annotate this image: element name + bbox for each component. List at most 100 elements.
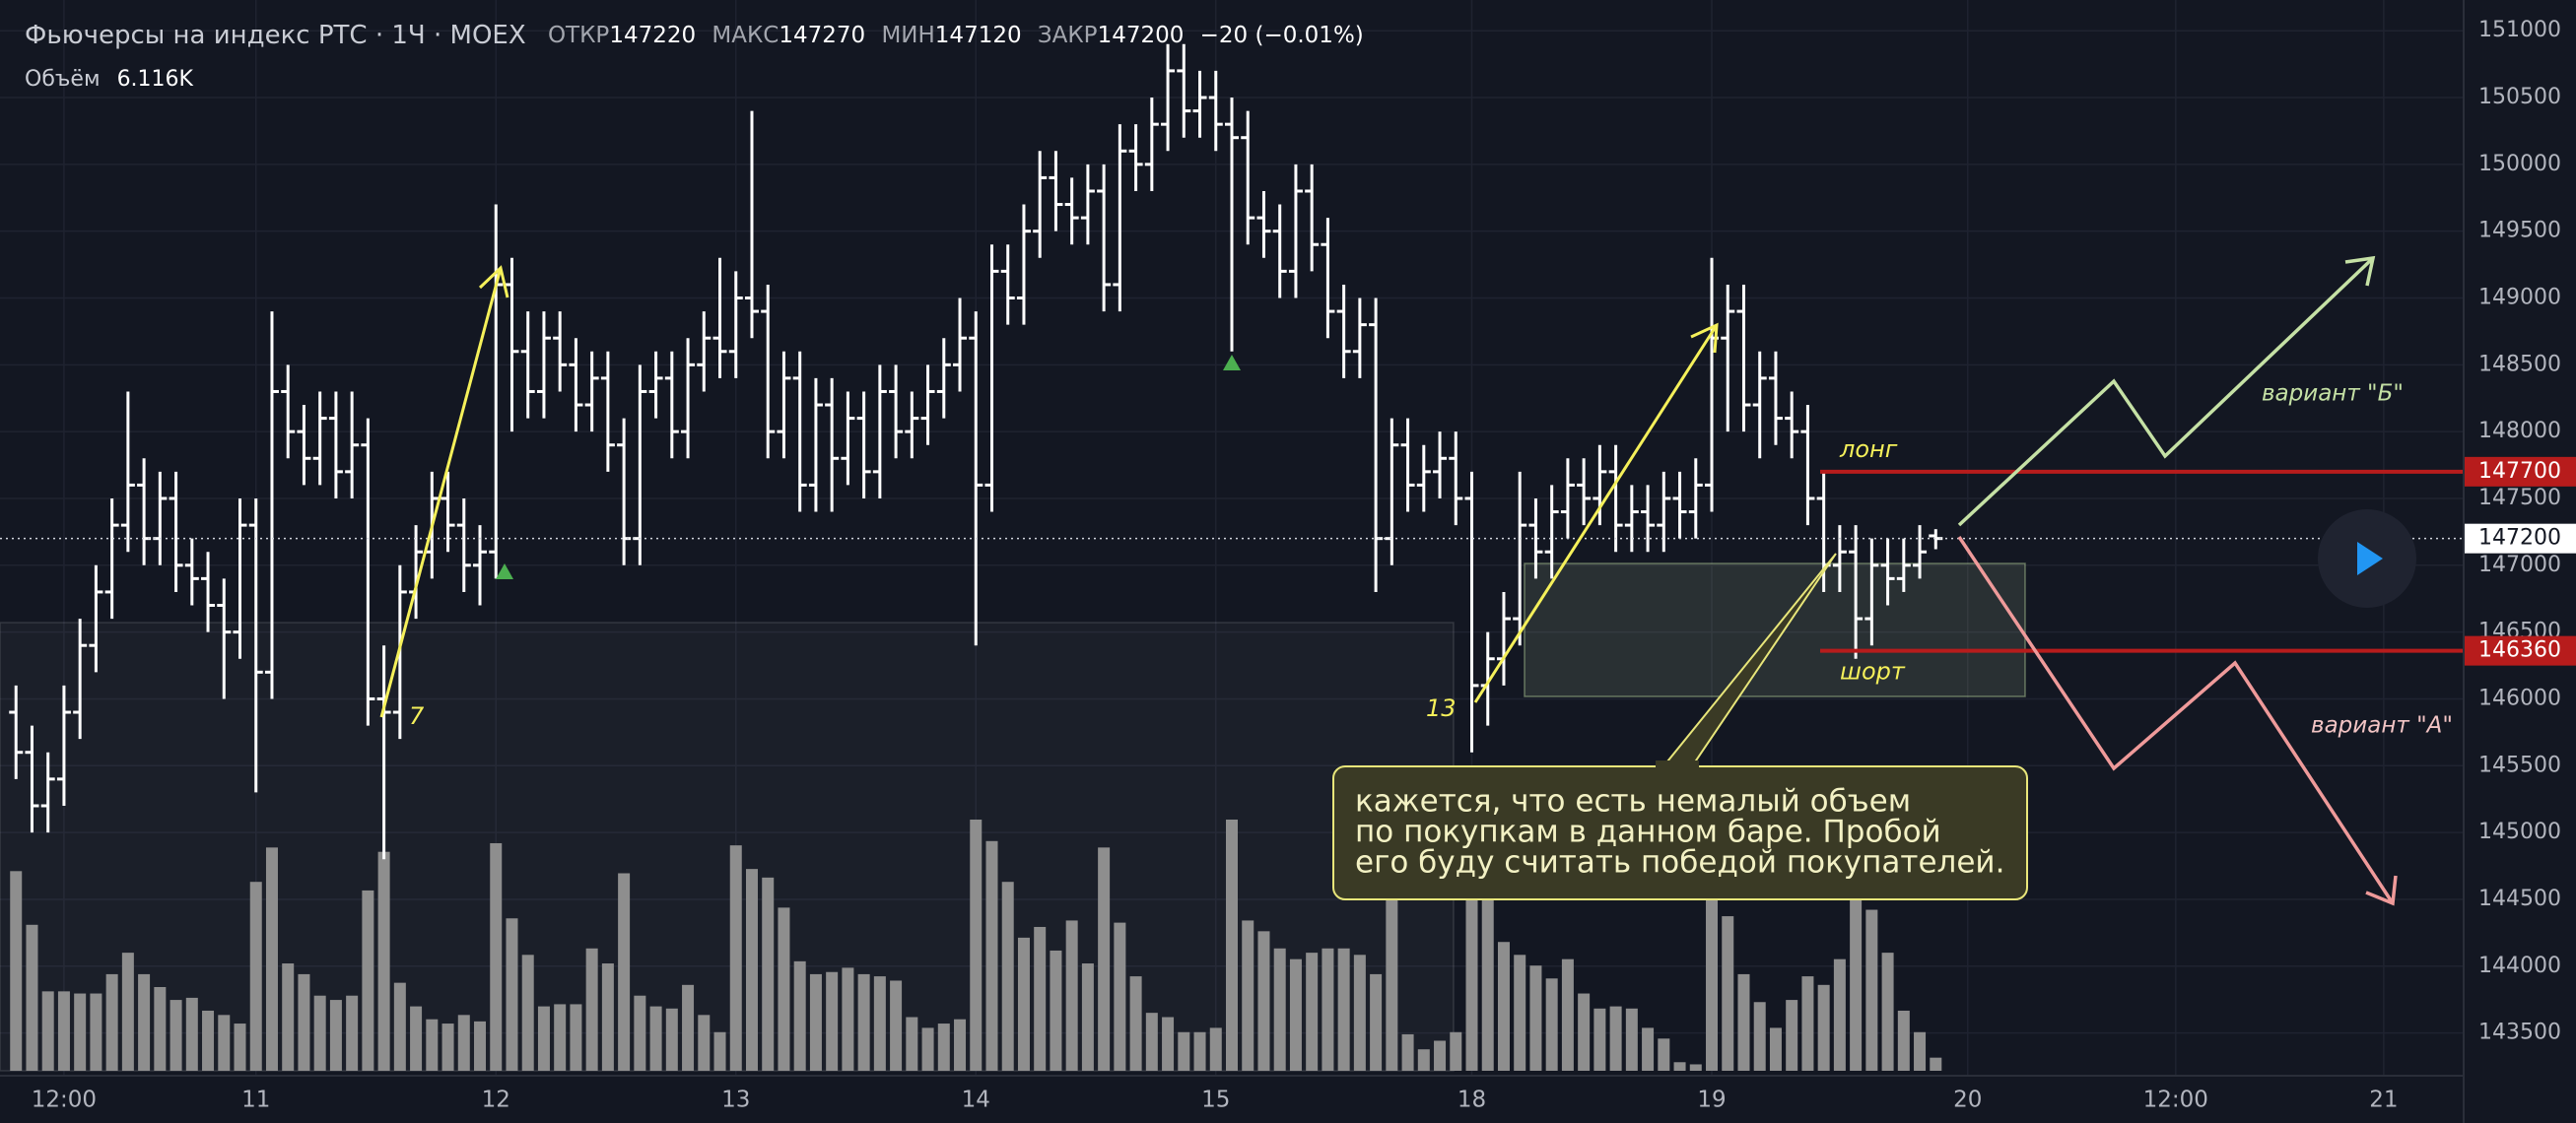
volume-bar: [234, 1024, 246, 1071]
ohlc-label: ОТКР: [548, 23, 609, 48]
volume-layer: [10, 820, 1942, 1071]
volume-bar: [1689, 1064, 1702, 1071]
x-tick-label: 12: [482, 1088, 510, 1113]
volume-bar: [1193, 1031, 1206, 1071]
volume-bar: [1786, 1000, 1798, 1071]
volume-bar: [1129, 976, 1142, 1071]
volume-bar: [682, 984, 695, 1071]
volume-bar: [1178, 1031, 1190, 1071]
scenario-a-path: [1957, 536, 2395, 904]
x-tick-label: 11: [241, 1088, 270, 1113]
legend-header: Фьючерсы на индекс РТС · 1Ч · MOEX ОТКР 1…: [25, 21, 1364, 50]
volume-bar: [138, 973, 151, 1071]
volume-bar: [377, 851, 390, 1071]
volume-bar: [506, 918, 518, 1071]
callout-text: кажется, что есть немалый объем: [1355, 784, 1911, 820]
arrow-head: [1690, 322, 1719, 354]
volume-bar: [1753, 1002, 1766, 1071]
volume-bar: [826, 971, 839, 1071]
volume-bar: [1658, 1038, 1670, 1071]
volume-bar: [1273, 948, 1286, 1071]
volume-bar: [1817, 984, 1830, 1071]
volume-bar: [1833, 958, 1846, 1071]
volume-bar: [121, 953, 134, 1071]
volume-bar: [649, 1006, 662, 1071]
volume-bar: [1865, 909, 1878, 1071]
volume-bar: [1514, 955, 1526, 1071]
volume-bar: [1722, 916, 1734, 1071]
callout-text: его буду считать победой покупателей.: [1355, 845, 2004, 881]
volume-bar: [1930, 1057, 1942, 1071]
volume-bar: [1242, 920, 1254, 1071]
volume-bar: [490, 842, 503, 1071]
y-tick-label: 147500: [2478, 486, 2561, 510]
volume-bar: [937, 1024, 950, 1071]
y-tick-label: 147000: [2478, 553, 2561, 577]
x-tick-label: 15: [1201, 1088, 1230, 1113]
x-tick-label: 18: [1457, 1088, 1486, 1113]
volume-bar: [1306, 953, 1319, 1071]
volume-bar: [521, 955, 534, 1071]
volume-bar: [745, 869, 758, 1071]
volume-bar: [1673, 1062, 1686, 1071]
volume-bar: [1450, 1031, 1462, 1071]
last-price-label: 147200: [2478, 526, 2561, 551]
volume-bar: [873, 976, 886, 1071]
volume-bar: [1001, 882, 1014, 1071]
volume-bar: [906, 1017, 918, 1071]
volume-bar: [1289, 958, 1302, 1071]
volume-bar: [1337, 948, 1350, 1071]
volume-bar: [74, 993, 87, 1071]
volume-bar: [1370, 973, 1383, 1071]
volume-bar: [10, 871, 23, 1071]
y-tick-label: 149000: [2478, 286, 2561, 310]
volume-bar: [1017, 937, 1030, 1071]
volume-bar: [1481, 898, 1494, 1071]
volume-bar: [585, 948, 598, 1071]
symbol-title: Фьючерсы на индекс РТС · 1Ч · MOEX: [25, 21, 526, 50]
volume-bar: [1706, 898, 1719, 1071]
volume-bar: [809, 973, 822, 1071]
volume-bar: [26, 924, 38, 1071]
volume-bar: [618, 873, 631, 1071]
volume-bar: [601, 963, 614, 1071]
volume-bar: [1545, 978, 1558, 1071]
play-icon[interactable]: [2357, 542, 2383, 575]
volume-bar: [762, 877, 775, 1071]
volume-bar: [778, 907, 790, 1071]
volume-bar: [1578, 993, 1591, 1071]
volume-bar: [1769, 1027, 1782, 1071]
y-tick-label: 150000: [2478, 152, 2561, 176]
volume-bar: [90, 993, 102, 1071]
y-tick-label: 151000: [2478, 18, 2561, 42]
volume-bar: [1642, 1027, 1655, 1071]
volume-bar: [698, 1015, 711, 1071]
axes: 1435001440001445001450001455001460001465…: [32, 18, 2561, 1112]
volume-bar: [1561, 958, 1574, 1071]
ohlc-value: 147120: [935, 23, 1022, 48]
volume-bar: [169, 1000, 182, 1071]
ohlc-value: 147270: [779, 23, 865, 48]
volume-bar: [634, 995, 646, 1071]
level-tag: [2465, 635, 2576, 666]
scenario-label: вариант "А": [2311, 713, 2453, 739]
volume-bar: [1034, 926, 1047, 1071]
volume-bar: [41, 991, 54, 1071]
arrow-head: [2365, 875, 2398, 906]
x-tick-label: 19: [1697, 1088, 1726, 1113]
volume-bar: [249, 882, 262, 1071]
level-name: шорт: [1840, 658, 1906, 686]
wave-arrows: [379, 265, 1719, 718]
ohlc-label: МИН: [881, 23, 934, 48]
callout-join: [1656, 760, 1699, 770]
volume-bar: [57, 991, 70, 1071]
volume-bar: [890, 980, 903, 1071]
volume-bar: [570, 1004, 582, 1071]
volume-bar: [329, 1000, 342, 1071]
volume-bar: [282, 963, 295, 1071]
y-tick-label: 145000: [2478, 820, 2561, 844]
volume-bar: [537, 1006, 550, 1071]
volume-bar: [1065, 920, 1078, 1071]
